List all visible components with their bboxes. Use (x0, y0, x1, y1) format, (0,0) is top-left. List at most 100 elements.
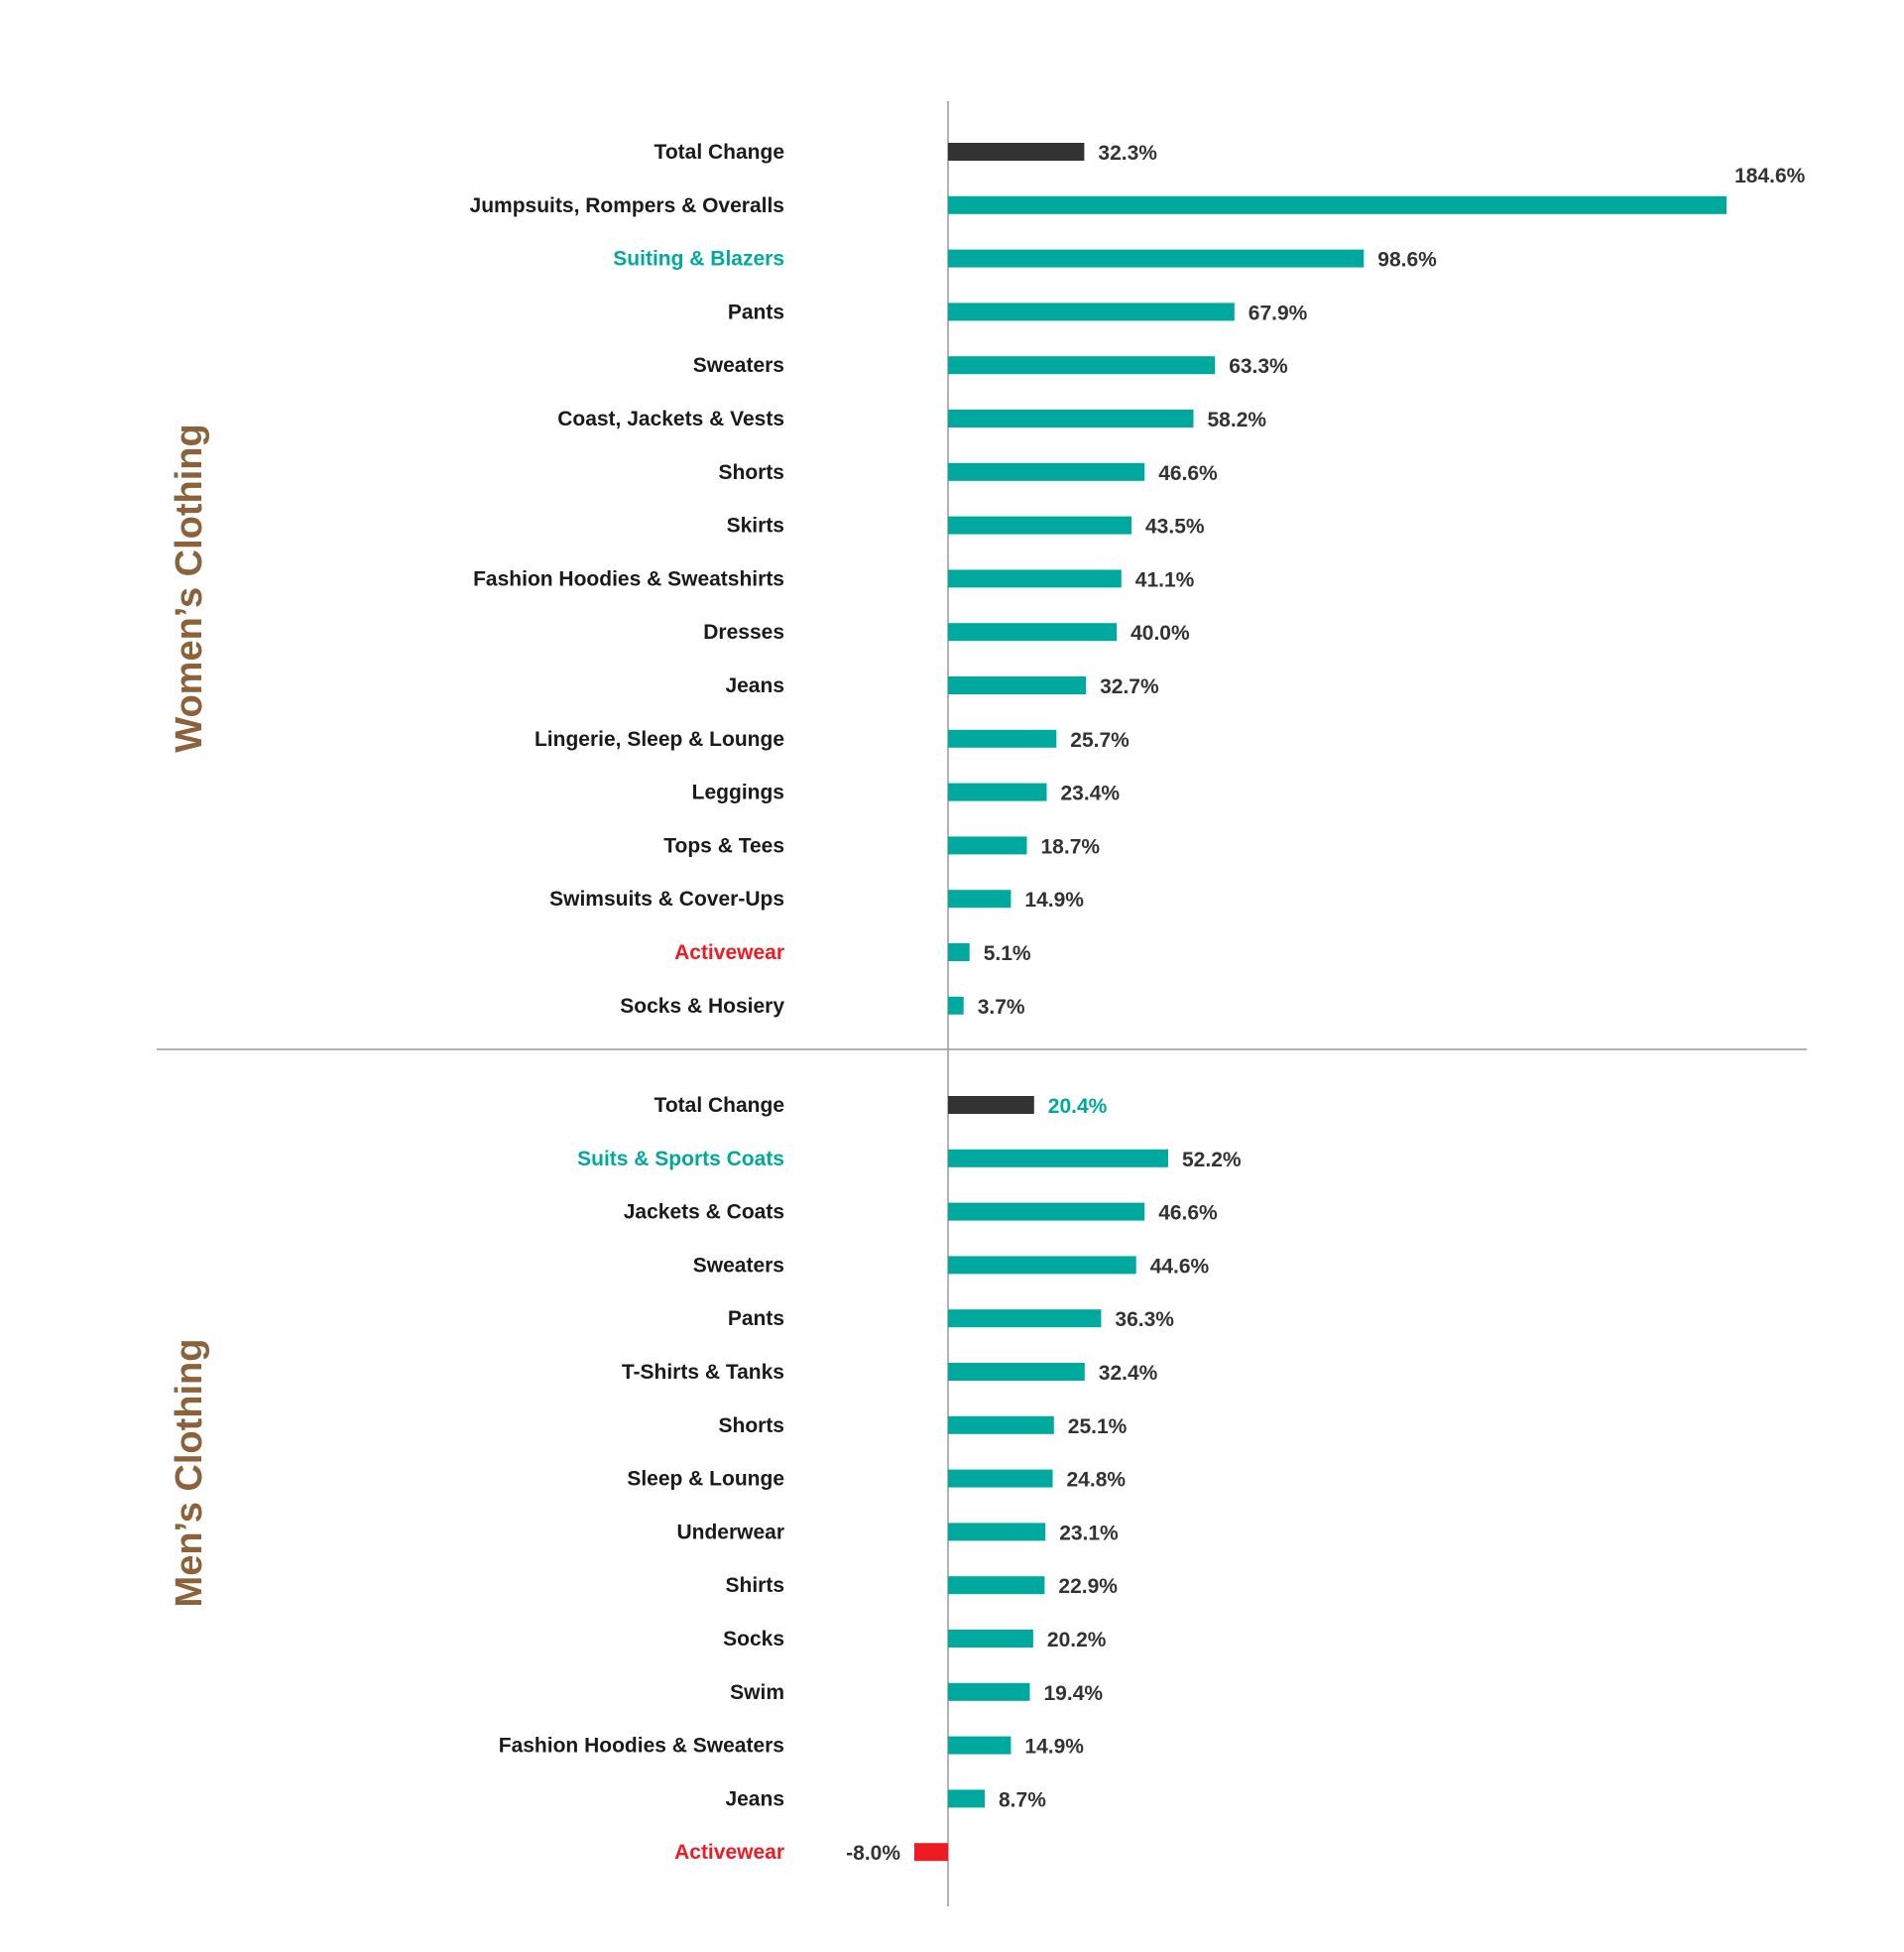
men-category-label-pants: Pants (728, 1307, 784, 1330)
men-category-label-underwear: Underwear (676, 1521, 784, 1543)
women-value-label-coast-jackets-and-vests: 58.2% (1208, 409, 1267, 431)
women-value-label-total-change: 32.3% (1098, 142, 1157, 165)
women-value-label-pants: 67.9% (1249, 302, 1308, 324)
men-bar-socks (948, 1630, 1033, 1647)
women-category-label-leggings: Leggings (692, 782, 784, 804)
women-bar-sweaters (948, 356, 1216, 375)
women-bar-suiting-and-blazers (948, 249, 1365, 268)
men-value-label-t-shirts-and-tanks: 32.4% (1099, 1362, 1158, 1385)
men-value-label-underwear: 23.1% (1059, 1522, 1119, 1544)
women-bar-swimsuits-and-cover-ups (948, 890, 1012, 909)
men-value-label-jackets-and-coats: 46.6% (1158, 1202, 1218, 1225)
men-bar-t-shirts-and-tanks (948, 1363, 1085, 1381)
women-bar-shorts (948, 462, 1145, 481)
women-value-label-swimsuits-and-cover-ups: 14.9% (1024, 889, 1084, 912)
men-bar-activewear (914, 1843, 948, 1862)
women-value-label-suiting-and-blazers: 98.6% (1377, 249, 1437, 272)
women-category-label-suiting-and-blazers: Suiting & Blazers (613, 248, 784, 271)
women-bar-dresses (948, 623, 1118, 642)
women-category-label-shorts: Shorts (718, 461, 784, 484)
women-category-label-jeans: Jeans (725, 674, 784, 697)
men-value-label-fashion-hoodies-and-sweaters: 14.9% (1024, 1736, 1084, 1759)
women-category-label-pants: Pants (728, 301, 784, 323)
men-category-label-t-shirts-and-tanks: T-Shirts & Tanks (622, 1361, 784, 1384)
men-value-label-suits-and-sports-coats: 52.2% (1182, 1149, 1242, 1171)
womens-clothing-chart: Women’s Clothing Total Change 32.3% Jumpsui… (169, 141, 1806, 1019)
women-bar-lingerie-sleep-and-lounge (948, 729, 1057, 748)
men-value-label-shirts: 22.9% (1058, 1575, 1118, 1598)
men-value-label-socks: 20.2% (1047, 1629, 1107, 1651)
men-bar-sweaters (948, 1256, 1136, 1275)
men-section-title: Men’s Clothing (169, 1339, 210, 1608)
women-category-label-socks-and-hosiery: Socks & Hosiery (620, 995, 784, 1018)
women-category-label-jumpsuits-rompers-and-overalls: Jumpsuits, Rompers & Overalls (470, 194, 784, 217)
men-category-label-sweaters: Sweaters (693, 1254, 784, 1277)
women-bar-total-change (948, 143, 1085, 161)
women-bar-coast-jackets-and-vests (948, 410, 1194, 427)
men-category-label-total-change: Total Change (654, 1094, 784, 1117)
women-bar-socks-and-hosiery (948, 996, 964, 1015)
women-category-label-lingerie-sleep-and-lounge: Lingerie, Sleep & Lounge (535, 728, 784, 751)
men-bar-jackets-and-coats (948, 1202, 1145, 1221)
men-bar-fashion-hoodies-and-sweaters (948, 1736, 1012, 1755)
men-value-label-total-change: 20.4% (1048, 1095, 1108, 1118)
women-value-label-activewear: 5.1% (984, 942, 1031, 965)
women-bar-pants (948, 303, 1235, 321)
women-category-label-activewear: Activewear (674, 941, 784, 964)
men-bar-swim (948, 1682, 1030, 1701)
women-category-label-total-change: Total Change (654, 141, 784, 164)
men-value-label-swim: 19.4% (1044, 1682, 1104, 1705)
men-bar-shorts (948, 1415, 1054, 1434)
men-category-label-activewear: Activewear (674, 1841, 784, 1864)
mens-clothing-chart: Men’s Clothing Total Change 20.4% Suits & S… (169, 1094, 1242, 1865)
men-value-label-jeans: 8.7% (999, 1788, 1046, 1811)
women-category-label-sweaters: Sweaters (693, 354, 784, 377)
men-value-label-sleep-and-lounge: 24.8% (1067, 1469, 1127, 1492)
women-bar-jumpsuits-rompers-and-overalls (948, 195, 1727, 214)
women-value-label-tops-and-tees: 18.7% (1041, 835, 1101, 858)
women-category-label-swimsuits-and-cover-ups: Swimsuits & Cover-Ups (549, 888, 784, 911)
women-bar-leggings (948, 783, 1047, 801)
women-value-label-skirts: 43.5% (1145, 516, 1205, 539)
men-bar-shirts (948, 1576, 1045, 1595)
women-value-label-fashion-hoodies-and-sweatshirts: 41.1% (1135, 568, 1195, 591)
women-value-label-jeans: 32.7% (1100, 675, 1159, 698)
women-value-label-dresses: 40.0% (1130, 622, 1190, 645)
men-bar-pants (948, 1309, 1102, 1328)
women-category-label-tops-and-tees: Tops & Tees (663, 834, 784, 857)
men-value-label-activewear: -8.0% (846, 1842, 900, 1865)
women-bar-skirts (948, 516, 1131, 535)
men-value-label-pants: 36.3% (1115, 1308, 1174, 1331)
men-category-label-jackets-and-coats: Jackets & Coats (624, 1201, 784, 1224)
men-bar-jeans (948, 1789, 985, 1808)
women-category-label-coast-jackets-and-vests: Coast, Jackets & Vests (557, 408, 784, 430)
women-value-label-shorts: 46.6% (1158, 462, 1218, 485)
women-bar-jeans (948, 676, 1087, 694)
women-bar-activewear (948, 943, 970, 961)
men-bar-underwear (948, 1523, 1046, 1541)
men-category-label-sleep-and-lounge: Sleep & Lounge (627, 1468, 784, 1491)
women-category-label-skirts: Skirts (727, 515, 784, 538)
women-bar-fashion-hoodies-and-sweatshirts (948, 569, 1122, 588)
women-value-label-leggings: 23.4% (1061, 783, 1121, 805)
men-bar-suits-and-sports-coats (948, 1149, 1168, 1167)
men-bar-total-change (948, 1096, 1034, 1114)
men-value-label-shorts: 25.1% (1068, 1415, 1128, 1438)
men-category-label-shorts: Shorts (718, 1414, 784, 1437)
men-bar-sleep-and-lounge (948, 1469, 1053, 1488)
men-category-label-socks: Socks (723, 1628, 784, 1650)
men-category-label-swim: Swim (730, 1681, 784, 1704)
men-category-label-suits-and-sports-coats: Suits & Sports Coats (577, 1148, 784, 1170)
men-category-label-fashion-hoodies-and-sweaters: Fashion Hoodies & Sweaters (499, 1735, 784, 1758)
men-category-label-shirts: Shirts (725, 1574, 784, 1597)
women-category-label-dresses: Dresses (703, 621, 784, 644)
women-value-label-sweaters: 63.3% (1229, 355, 1288, 378)
men-value-label-sweaters: 44.6% (1150, 1255, 1210, 1278)
men-category-label-jeans: Jeans (725, 1787, 784, 1810)
women-bar-tops-and-tees (948, 836, 1027, 855)
women-value-label-lingerie-sleep-and-lounge: 25.7% (1070, 729, 1130, 752)
women-section-title: Women’s Clothing (169, 424, 210, 752)
women-value-label-jumpsuits-rompers-and-overalls: 184.6% (1734, 165, 1806, 187)
women-value-label-socks-and-hosiery: 3.7% (978, 996, 1025, 1019)
